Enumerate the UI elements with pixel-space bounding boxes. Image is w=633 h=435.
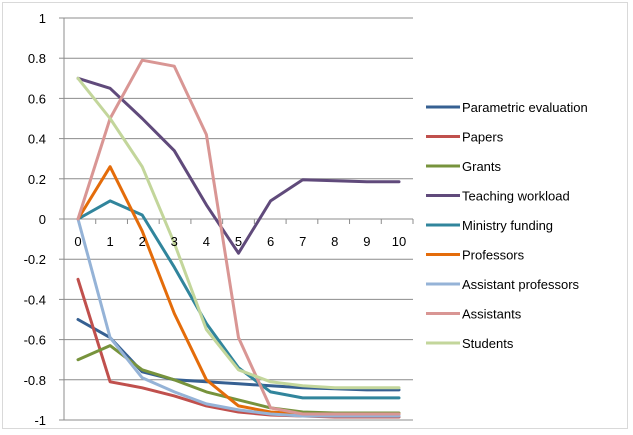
series-line-teaching-workload xyxy=(76,76,401,255)
x-tick-label: 7 xyxy=(299,234,306,249)
y-tick-label: -0.6 xyxy=(24,333,46,348)
y-tick-label: -0.4 xyxy=(24,292,46,307)
y-tick-label: 0.2 xyxy=(28,172,46,187)
x-tick-labels: 0 1 2 3 4 5 6 7 8 9 10 xyxy=(74,234,406,249)
series-line-assistant-professors xyxy=(76,217,401,418)
y-tick-label: 0.4 xyxy=(28,132,46,147)
y-tick-label: 0.6 xyxy=(28,91,46,106)
x-tick-label: 0 xyxy=(74,234,81,249)
legend-label: Parametric evaluation xyxy=(462,100,588,115)
x-tick-label: 4 xyxy=(203,234,210,249)
legend-label: Students xyxy=(462,336,514,351)
legend-label: Assistant professors xyxy=(462,277,580,292)
y-tick-label: 1 xyxy=(39,11,46,26)
series-line-papers xyxy=(76,277,401,419)
x-tick-label: 10 xyxy=(392,234,406,249)
legend-label: Professors xyxy=(462,248,525,263)
series-line-professors xyxy=(76,165,401,416)
legend-label: Ministry funding xyxy=(462,218,553,233)
chart-frame: 1 0.8 0.6 0.4 0.2 0 -0.2 -0.4 -0.6 -0.8 -1 0 1 2 3 4 5 6… xyxy=(2,2,628,429)
legend-label: Grants xyxy=(462,159,502,174)
legend: Parametric evaluation Papers Grants Teachin… xyxy=(426,100,588,351)
legend-label: Papers xyxy=(462,130,504,145)
y-tick-label: -0.2 xyxy=(24,252,46,267)
x-tick-label: 6 xyxy=(267,234,274,249)
y-tick-label: 0 xyxy=(39,212,46,227)
x-tick-label: 9 xyxy=(363,234,370,249)
y-tick-label: -0.8 xyxy=(24,373,46,388)
line-chart: 1 0.8 0.6 0.4 0.2 0 -0.2 -0.4 -0.6 -0.8 -1 0 1 2 3 4 5 6… xyxy=(24,11,588,428)
x-tick-label: 5 xyxy=(235,234,242,249)
legend-label: Teaching workload xyxy=(462,189,570,204)
series-line-students xyxy=(76,76,401,390)
axes xyxy=(59,17,414,421)
x-tick-label: 1 xyxy=(106,234,113,249)
x-tick-label: 8 xyxy=(331,234,338,249)
legend-label: Assistants xyxy=(462,307,522,322)
y-tick-labels: 1 0.8 0.6 0.4 0.2 0 -0.2 -0.4 -0.6 -0.8 -1 xyxy=(24,11,46,428)
series-lines xyxy=(76,58,401,419)
y-tick-label: -1 xyxy=(34,413,46,428)
x-tick-label: 2 xyxy=(139,234,146,249)
series-line-assistants xyxy=(76,58,401,416)
x-tick-label: 3 xyxy=(171,234,178,249)
y-tick-label: 0.8 xyxy=(28,51,46,66)
